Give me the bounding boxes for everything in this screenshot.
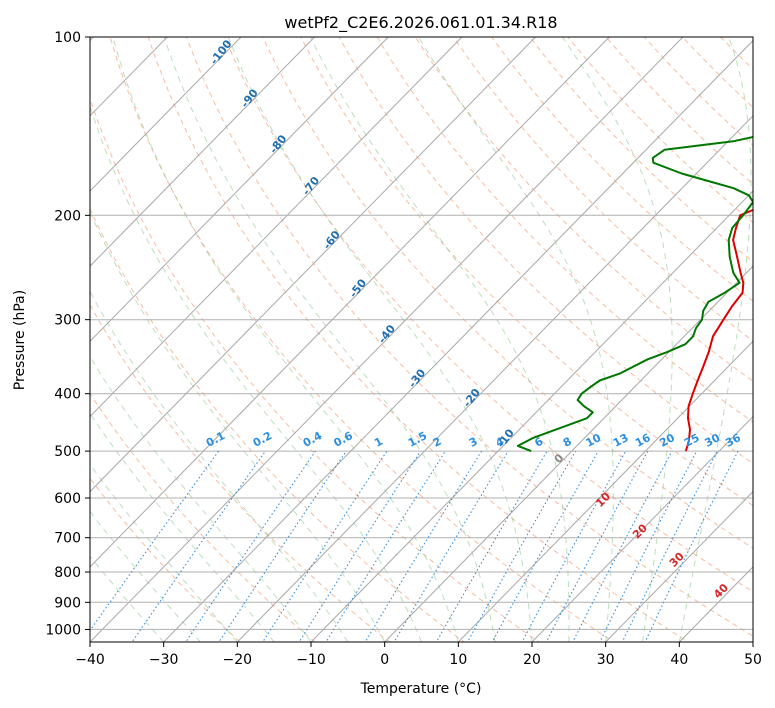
y-tick-label: 100 [54, 30, 81, 46]
isotherm-line [90, 37, 242, 192]
y-tick-label: 1000 [45, 622, 81, 638]
isotherm-line [90, 37, 463, 418]
background-lines [90, 37, 775, 654]
dry-adiabat-line [414, 37, 753, 382]
isotherm-line [457, 340, 753, 642]
x-tick-label: 20 [523, 652, 541, 668]
dry-adiabat-line [90, 207, 465, 642]
chart-title: wetPf2_C2E6.2026.061.01.34.R18 [284, 13, 557, 33]
x-tick-label: −10 [296, 652, 326, 668]
moist-adiabat-line [90, 412, 275, 642]
x-tick-label: −30 [149, 652, 179, 668]
isotherm-line [162, 39, 753, 642]
moist-adiabat-line [678, 37, 752, 642]
x-tick-label: 0 [380, 652, 389, 668]
mixing-ratio-line [298, 450, 422, 642]
y-tick-label: 200 [54, 208, 81, 224]
mixing-ratio-line [185, 450, 316, 642]
x-tick-label: 50 [744, 652, 762, 668]
y-axis-title: Pressure (hPa) [12, 290, 28, 390]
dry-adiabat-line [90, 392, 316, 642]
mixing-ratio-label: 16 [633, 431, 653, 450]
mixing-ratio-line [218, 450, 347, 642]
mixing-ratio-line [521, 450, 627, 642]
dry-adiabat-line [491, 37, 753, 302]
mixing-ratio-line [644, 450, 739, 642]
dry-adiabat-line [90, 303, 391, 642]
x-tick-label: −20 [223, 652, 253, 668]
profile-lines [516, 135, 753, 453]
x-tick-label: 40 [670, 652, 688, 668]
moist-adiabat-line [112, 37, 459, 642]
mixing-ratio-label: 30 [703, 431, 723, 450]
y-tick-label: 400 [54, 387, 81, 403]
mixing-ratio-line [491, 450, 599, 642]
mixing-ratio-label: 20 [657, 431, 677, 450]
isotherm-line [531, 415, 753, 642]
moist-adiabat-line [309, 37, 570, 642]
moist-adiabat-line [227, 37, 533, 642]
x-tick-label: 10 [449, 652, 467, 668]
isotherm-line [90, 37, 610, 568]
y-tick-label: 500 [54, 444, 81, 460]
mixing-ratio-line [325, 450, 446, 642]
isotherm-line [310, 190, 753, 642]
mixing-ratio-label: 13 [611, 431, 631, 450]
mixing-ratio-label: 10 [584, 431, 604, 450]
mixing-ratio-line [262, 450, 388, 642]
isotherm-line [90, 37, 316, 267]
mixing-ratio-line [545, 450, 649, 642]
mixing-ratio-line [393, 450, 509, 642]
mixing-ratio-line [435, 450, 548, 642]
x-axis-title: Temperature (°C) [360, 681, 482, 697]
moist-adiabat-line [418, 37, 614, 642]
dewpoint-profile-line [516, 135, 753, 453]
moist-adiabat-line [90, 510, 201, 642]
dry-adiabat-line [90, 97, 540, 642]
isotherm-line [236, 115, 753, 642]
isotherm-line [90, 37, 389, 343]
isotherm-line [604, 490, 753, 642]
dry-adiabat-line [109, 37, 615, 642]
axes: −40 −30 −20 −10 0 10 20 30 40 50 100 200 300 400 500 60… [45, 30, 762, 668]
mixing-ratio-line [90, 450, 220, 632]
y-tick-label: 800 [54, 565, 81, 581]
mixing-ratio-line [466, 450, 577, 642]
x-tick-label: −40 [75, 652, 105, 668]
mixing-ratio-line [364, 450, 483, 642]
moist-adiabat-line [90, 105, 422, 642]
y-tick-label: 900 [54, 595, 81, 611]
moist-adiabat-line [90, 463, 238, 642]
plot-frame [89, 36, 754, 643]
mixing-ratio-label: 36 [723, 431, 743, 450]
mixing-ratio-label: 25 [682, 431, 702, 450]
dry-adiabat-line [759, 37, 775, 654]
isotherm-line [90, 37, 684, 642]
moist-adiabat-line [90, 355, 312, 642]
x-tick-label: 30 [597, 652, 615, 668]
isotherm-line [90, 37, 537, 493]
y-tick-label: 300 [54, 313, 81, 329]
y-tick-label: 600 [54, 491, 81, 507]
plot-background [90, 37, 753, 642]
y-tick-label: 700 [54, 531, 81, 547]
moist-adiabat-line [90, 210, 386, 642]
moist-adiabat-line [163, 37, 496, 642]
isotherm-line [383, 265, 753, 642]
moist-adiabat-line [561, 37, 673, 642]
moist-adiabat-line [90, 555, 165, 642]
